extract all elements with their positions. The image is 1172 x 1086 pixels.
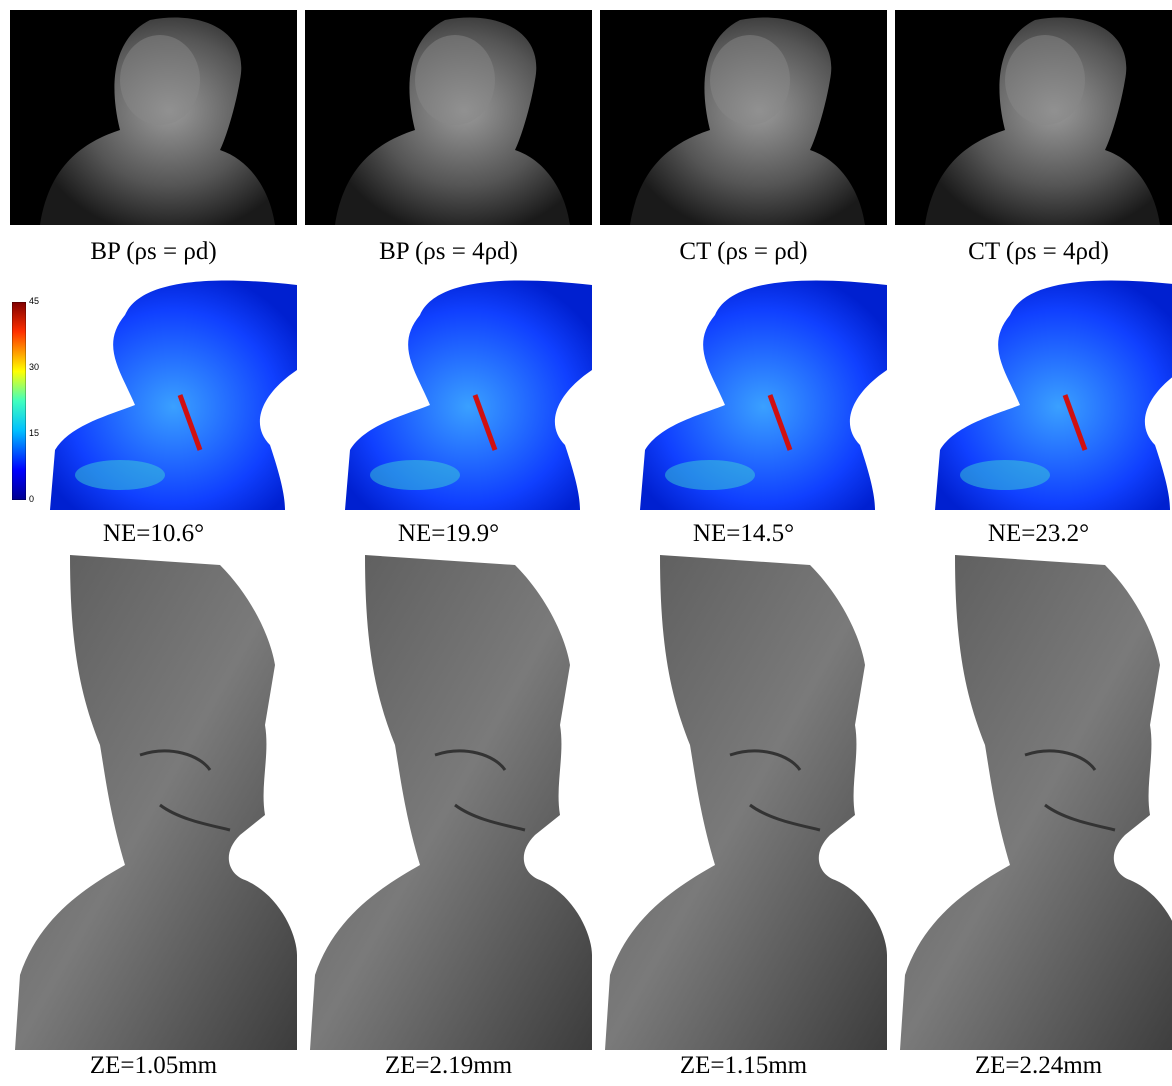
render-image bbox=[10, 10, 297, 225]
depth-error-caption: ZE=1.05mm bbox=[89, 1052, 218, 1079]
image-cell bbox=[600, 555, 887, 1055]
colorbar bbox=[11, 301, 27, 505]
error-map bbox=[600, 275, 887, 510]
image-cell bbox=[600, 275, 887, 515]
error-map bbox=[895, 275, 1172, 510]
colorbar-tick-label: 30 bbox=[29, 362, 40, 372]
render-image bbox=[600, 10, 887, 225]
normal-error-caption: NE=10.6° bbox=[102, 520, 205, 547]
depth-error-caption: ZE=1.15mm bbox=[679, 1052, 808, 1079]
normal-error-caption: NE=23.2° bbox=[987, 520, 1090, 547]
colorbar-tick-label: 0 bbox=[29, 494, 35, 504]
colorbar-gradient bbox=[11, 301, 27, 501]
image-cell bbox=[895, 275, 1172, 515]
image-cell bbox=[600, 10, 887, 230]
image-cell bbox=[305, 10, 592, 230]
colorbar-tick-label: 15 bbox=[29, 428, 40, 438]
normal-error-caption: NE=14.5° bbox=[692, 520, 795, 547]
render-caption: CT (ρs = 4ρd) bbox=[968, 238, 1109, 265]
image-cell bbox=[895, 555, 1172, 1055]
image-cell bbox=[10, 555, 297, 1055]
image-cell bbox=[10, 10, 297, 230]
render-caption: BP (ρs = ρd) bbox=[90, 238, 217, 265]
depth-render bbox=[600, 555, 887, 1050]
depth-render bbox=[10, 555, 297, 1050]
error-map bbox=[305, 275, 592, 510]
depth-error-caption: ZE=2.19mm bbox=[384, 1052, 513, 1079]
error-map bbox=[10, 275, 297, 510]
image-cell bbox=[895, 10, 1172, 230]
depth-render bbox=[305, 555, 592, 1050]
render-caption: BP (ρs = 4ρd) bbox=[379, 238, 518, 265]
colorbar-tick-label: 45 bbox=[29, 296, 40, 306]
normal-error-caption: NE=19.9° bbox=[397, 520, 500, 547]
render-image bbox=[895, 10, 1172, 225]
render-caption: CT (ρs = ρd) bbox=[679, 238, 808, 265]
image-cell bbox=[305, 555, 592, 1055]
image-cell bbox=[305, 275, 592, 515]
depth-error-caption: ZE=2.24mm bbox=[974, 1052, 1103, 1079]
render-image bbox=[305, 10, 592, 225]
depth-render bbox=[895, 555, 1172, 1050]
image-cell bbox=[10, 275, 297, 515]
